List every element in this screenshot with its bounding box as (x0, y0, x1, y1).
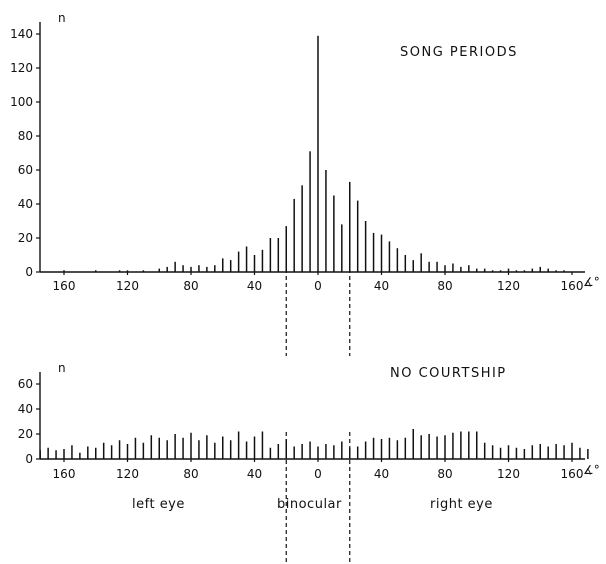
song-periods-panel: n SONG PERIODS ∡° 0 20 40 60 80 100 120 140 160… (10, 11, 600, 293)
no-courtship-panel: n NO COURTSHIP ∡° 0 20 40 60 160 120 80 40 0 40 8… (18, 361, 600, 481)
song-periods-x-tick-label: 80 (183, 279, 198, 293)
song-periods-y-axis-label: n (58, 11, 66, 25)
song-periods-y-tick-label: 120 (10, 61, 33, 75)
song-periods-y-ticks: 0 20 40 60 80 100 120 140 (10, 27, 40, 279)
no-courtship-bars (39, 429, 589, 459)
no-courtship-x-tick-label: 40 (247, 467, 262, 481)
song-periods-y-tick-label: 80 (18, 129, 33, 143)
region-label-binocular: binocular (277, 497, 342, 512)
song-periods-y-tick-label: 40 (18, 197, 33, 211)
song-periods-x-ticks: 160 120 80 40 0 40 80 120 160 (53, 272, 584, 293)
no-courtship-y-tick-label: 20 (18, 427, 33, 441)
song-periods-y-tick-label: 60 (18, 163, 33, 177)
no-courtship-x-tick-label: 160 (561, 467, 584, 481)
no-courtship-x-tick-label: 120 (497, 467, 520, 481)
song-periods-y-tick-label: 140 (10, 27, 33, 41)
no-courtship-x-tick-label: 40 (374, 467, 389, 481)
no-courtship-y-tick-label: 0 (25, 452, 33, 466)
song-periods-x-tick-label: 160 (561, 279, 584, 293)
song-periods-x-tick-label: 40 (374, 279, 389, 293)
no-courtship-y-ticks: 0 20 40 60 (18, 377, 40, 466)
no-courtship-x-tick-label: 120 (116, 467, 139, 481)
no-courtship-x-tick-label: 80 (183, 467, 198, 481)
song-periods-x-tick-label: 120 (116, 279, 139, 293)
song-periods-y-tick-label: 0 (25, 265, 33, 279)
region-label-left-eye: left eye (132, 497, 185, 512)
no-courtship-y-tick-label: 40 (18, 402, 33, 416)
song-periods-x-tick-label: 120 (497, 279, 520, 293)
song-periods-x-tick-label: 40 (247, 279, 262, 293)
song-periods-x-tick-label: 80 (437, 279, 452, 293)
no-courtship-x-unit: ∡° (583, 463, 600, 477)
no-courtship-x-tick-label: 80 (437, 467, 452, 481)
song-periods-y-tick-label: 100 (10, 95, 33, 109)
no-courtship-x-tick-label: 160 (53, 467, 76, 481)
song-periods-x-tick-label: 160 (53, 279, 76, 293)
no-courtship-y-tick-label: 60 (18, 377, 33, 391)
song-periods-title: SONG PERIODS (400, 45, 518, 60)
no-courtship-x-ticks: 160 120 80 40 0 40 80 120 160 (53, 459, 584, 481)
song-periods-y-tick-label: 20 (18, 231, 33, 245)
song-periods-x-unit: ∡° (583, 275, 600, 289)
no-courtship-x-tick-label: 0 (314, 467, 322, 481)
song-periods-bars (63, 35, 565, 272)
region-label-right-eye: right eye (430, 497, 493, 512)
no-courtship-title: NO COURTSHIP (390, 366, 507, 381)
no-courtship-y-axis-label: n (58, 361, 66, 375)
song-periods-x-tick-label: 0 (314, 279, 322, 293)
binocular-boundaries (285, 248, 351, 562)
